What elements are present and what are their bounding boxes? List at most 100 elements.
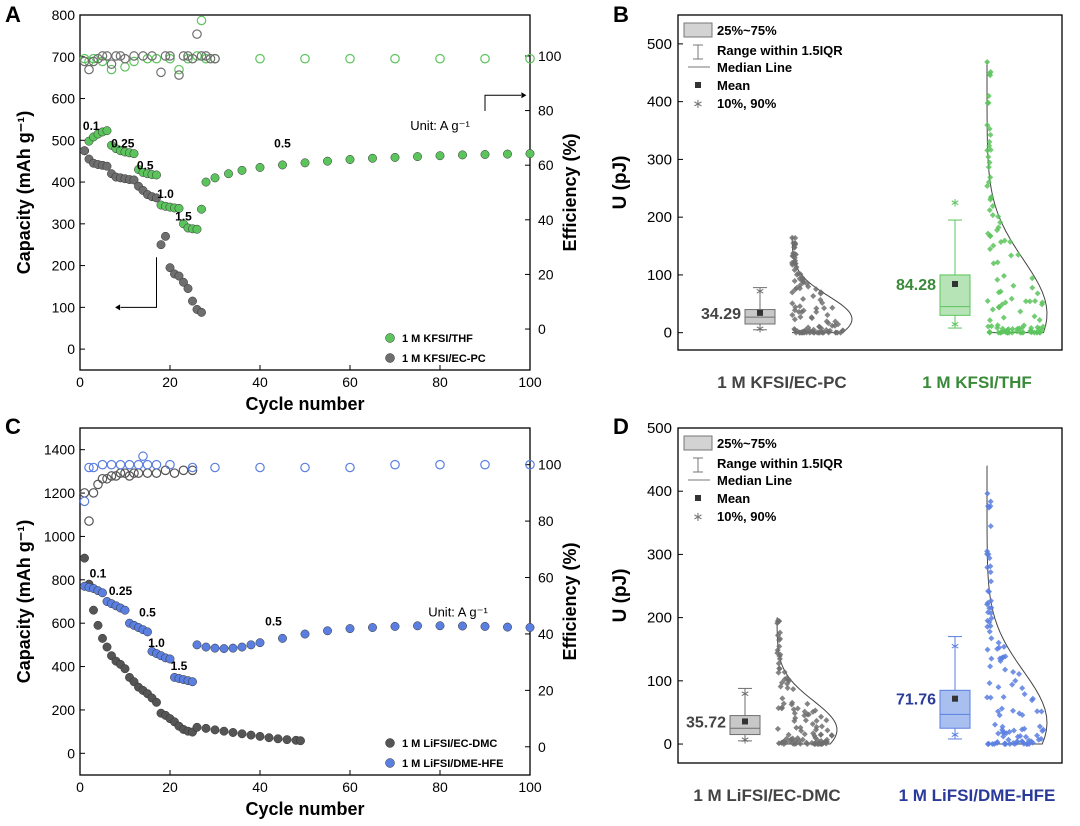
capacity-point xyxy=(219,644,229,654)
capacity-point xyxy=(503,622,512,632)
group-label: 1 M LiFSI/DME-HFE xyxy=(899,786,1056,805)
data-point xyxy=(984,59,991,66)
efficiency-point xyxy=(129,468,139,478)
data-point xyxy=(984,646,991,653)
efficiency-point xyxy=(187,53,198,64)
group-label: 1 M KFSI/THF xyxy=(922,373,1032,392)
capacity-point xyxy=(120,605,130,615)
plot-frame xyxy=(677,14,1063,351)
data-point xyxy=(811,740,818,747)
y-tick-label: 1200 xyxy=(44,485,75,501)
legend-percentile: ∗ xyxy=(693,509,704,524)
data-point xyxy=(988,615,995,622)
efficiency-point xyxy=(142,468,153,478)
y-tick-label: 500 xyxy=(647,36,672,53)
data-point xyxy=(791,277,798,284)
legend-label: Range within 1.5IQR xyxy=(717,456,843,471)
percentile-marker: ∗ xyxy=(755,284,765,298)
efficiency-point xyxy=(129,51,139,61)
data-point xyxy=(1012,677,1019,684)
data-point xyxy=(987,523,994,530)
y-tick-label: 0 xyxy=(67,341,75,357)
legend-box-swatch xyxy=(683,22,713,38)
efficiency-point xyxy=(390,459,400,470)
data-point xyxy=(1022,298,1029,305)
data-point xyxy=(1034,708,1041,715)
capacity-point xyxy=(278,160,287,170)
data-point xyxy=(986,159,993,166)
rate-label: 0.1 xyxy=(90,567,107,581)
data-point xyxy=(989,306,996,313)
rate-label: 1.0 xyxy=(148,636,165,650)
data-point xyxy=(824,312,831,319)
capacity-point xyxy=(255,638,265,648)
capacity-point xyxy=(165,263,175,273)
data-point xyxy=(997,329,1004,336)
data-point xyxy=(985,609,992,616)
efficiency-point xyxy=(120,53,130,64)
left-axis-arrow xyxy=(120,257,157,308)
data-point xyxy=(778,679,785,686)
percentile-marker: ∗ xyxy=(950,639,960,653)
panel-letter: D xyxy=(613,414,629,439)
data-point xyxy=(1037,329,1044,336)
y2-tick-label: 0 xyxy=(538,321,546,337)
data-point xyxy=(1002,653,1009,660)
x-tick-label: 0 xyxy=(76,374,84,390)
mean-marker xyxy=(952,695,958,702)
data-point xyxy=(820,739,827,746)
percentile-marker: ∗ xyxy=(740,733,750,747)
capacity-point xyxy=(102,161,112,171)
data-point xyxy=(986,628,993,635)
iqr-box xyxy=(729,715,761,736)
data-point xyxy=(824,727,831,734)
data-point xyxy=(789,740,796,747)
data-point xyxy=(796,285,803,292)
data-point xyxy=(789,735,796,742)
panel-D: D 0 100 200 300 400 500 U (pJ) ∗ ∗ 35.72 1 M LiFSI/… xyxy=(610,414,1063,805)
efficiency-point xyxy=(106,64,117,75)
y-tick-label: 400 xyxy=(52,174,76,190)
data-point xyxy=(984,601,991,608)
data-point xyxy=(793,724,800,731)
capacity-point xyxy=(368,153,377,163)
legend-label: Median Line xyxy=(717,473,792,488)
x-tick-label: 20 xyxy=(162,779,178,795)
percentile-marker: ∗ xyxy=(950,728,960,742)
data-point xyxy=(1015,251,1022,258)
capacity-point xyxy=(503,149,512,159)
data-point xyxy=(808,315,815,322)
data-point xyxy=(1019,685,1026,692)
plot-frame xyxy=(79,14,531,371)
data-point xyxy=(811,732,818,739)
efficiency-point xyxy=(435,459,445,470)
data-point xyxy=(828,732,835,739)
y-tick-label: 100 xyxy=(647,673,672,690)
data-point xyxy=(780,700,787,707)
data-point xyxy=(984,122,991,129)
efficiency-point xyxy=(300,53,310,64)
mean-marker xyxy=(952,280,958,287)
data-point xyxy=(1038,708,1045,715)
y-tick-label: 800 xyxy=(52,572,76,588)
efficiency-point xyxy=(84,64,94,75)
data-point xyxy=(985,99,992,106)
capacity-point xyxy=(143,627,152,637)
legend-marker xyxy=(385,353,395,363)
x-tick-label: 60 xyxy=(342,779,358,795)
efficiency-point xyxy=(390,53,400,64)
rate-label: 0.1 xyxy=(83,119,100,133)
capacity-point xyxy=(368,623,377,632)
data-point xyxy=(795,270,802,277)
data-point xyxy=(987,498,994,505)
data-point xyxy=(794,705,801,712)
efficiency-point xyxy=(160,51,171,61)
legend-mean xyxy=(695,495,701,501)
efficiency-point xyxy=(156,67,166,78)
data-point xyxy=(801,708,808,715)
data-point xyxy=(797,724,804,731)
data-point xyxy=(985,551,992,558)
capacity-point xyxy=(435,151,445,161)
data-point xyxy=(1038,301,1045,308)
data-point xyxy=(785,731,792,738)
